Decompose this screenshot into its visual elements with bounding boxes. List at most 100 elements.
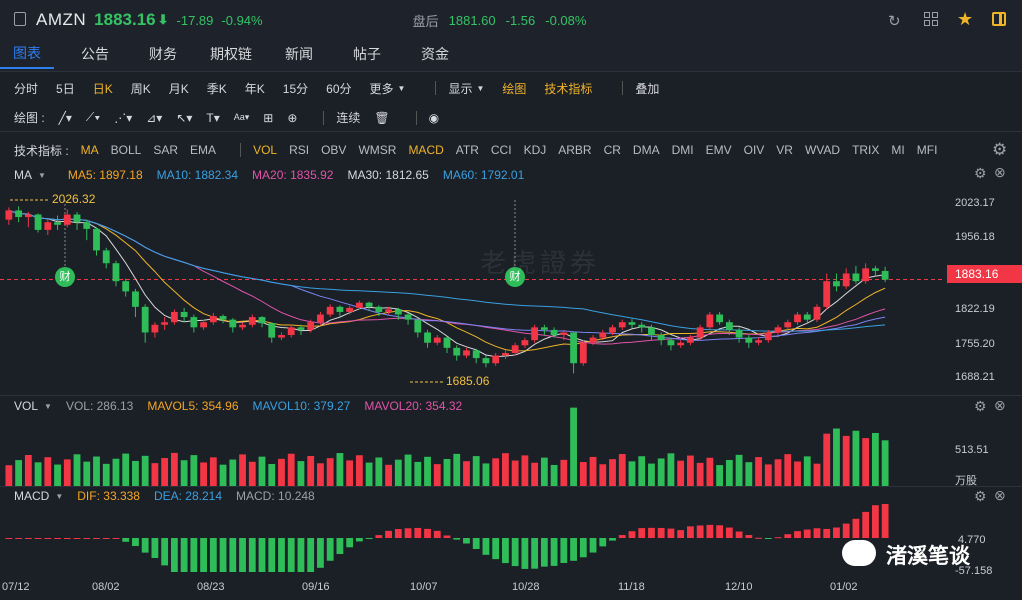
vol-selector[interactable]: VOL bbox=[14, 399, 39, 413]
candle-body bbox=[813, 306, 821, 320]
vol-settings-icon[interactable]: ⚙ bbox=[974, 398, 987, 414]
macd-bar bbox=[589, 538, 597, 553]
indicator-mfi[interactable]: MFI bbox=[916, 143, 938, 157]
indicator-rsi[interactable]: RSI bbox=[289, 143, 310, 157]
indicator-emv[interactable]: EMV bbox=[705, 143, 732, 157]
volume-bar bbox=[443, 459, 451, 486]
macd-bar bbox=[550, 538, 558, 566]
period-60min[interactable]: 60分 bbox=[326, 81, 352, 96]
refresh-icon[interactable]: ↻ bbox=[888, 13, 901, 30]
indicator-mi[interactable]: MI bbox=[891, 143, 905, 157]
favorite-star-icon[interactable]: ★ bbox=[957, 9, 974, 29]
period-weekly[interactable]: 周K bbox=[130, 81, 151, 96]
period-15min[interactable]: 15分 bbox=[282, 81, 309, 96]
volume-bar bbox=[73, 454, 81, 486]
date-axis-label: 08/23 bbox=[197, 581, 225, 593]
sidebar-toggle-icon[interactable] bbox=[14, 12, 26, 26]
wave-tool-icon[interactable]: ⋰▾ bbox=[114, 110, 133, 125]
indicator-sar[interactable]: SAR bbox=[153, 143, 179, 157]
volume-bar bbox=[521, 455, 529, 486]
macd-close-icon[interactable]: ⊗ bbox=[994, 487, 1006, 503]
macd-bar bbox=[278, 538, 285, 572]
indicator-dma[interactable]: DMA bbox=[632, 143, 660, 157]
macd-bar bbox=[268, 538, 276, 572]
indicator-arbr[interactable]: ARBR bbox=[558, 143, 592, 157]
tab-chart[interactable]: 图表 bbox=[0, 43, 54, 69]
macd-bar bbox=[297, 538, 305, 572]
period-more[interactable]: 更多 bbox=[369, 81, 394, 96]
macd-bar bbox=[219, 538, 227, 572]
tab-announcements[interactable]: 公告 bbox=[81, 45, 109, 62]
volume-bar bbox=[268, 463, 276, 486]
macd-bar bbox=[73, 538, 81, 539]
tab-capital[interactable]: 资金 bbox=[421, 45, 449, 62]
panel-toggle-icon[interactable] bbox=[992, 12, 1006, 26]
ma-settings-icon[interactable]: ⚙ bbox=[974, 165, 987, 181]
candle-body bbox=[842, 273, 850, 287]
fib-tool-icon[interactable]: ⊿▾ bbox=[146, 110, 163, 125]
indicator-kdj[interactable]: KDJ bbox=[523, 143, 547, 157]
macd-bar bbox=[852, 518, 860, 538]
indicator-wmsr[interactable]: WMSR bbox=[358, 143, 397, 157]
ma10-value: MA10: 1882.34 bbox=[156, 168, 239, 182]
font-tool-icon[interactable]: Aa▾ bbox=[233, 112, 250, 122]
tab-options[interactable]: 期权链 bbox=[210, 45, 252, 62]
period-quarterly[interactable]: 季K bbox=[206, 81, 227, 96]
macd-bar bbox=[44, 538, 52, 539]
line-tool-icon[interactable]: ╱▾ bbox=[58, 110, 72, 125]
indicator-dmi[interactable]: DMI bbox=[671, 143, 694, 157]
tab-posts[interactable]: 帖子 bbox=[353, 45, 381, 62]
indicator-vr[interactable]: VR bbox=[776, 143, 793, 157]
macd-bar bbox=[463, 538, 470, 544]
indicator-cci[interactable]: CCI bbox=[490, 143, 512, 157]
trend-tool-icon[interactable]: ⟋▾ bbox=[85, 110, 101, 124]
indicator-vol[interactable]: VOL bbox=[253, 143, 278, 157]
text-tool-icon[interactable]: T▾ bbox=[206, 110, 220, 125]
ma-selector[interactable]: MA bbox=[14, 168, 32, 182]
indicator-wvad[interactable]: WVAD bbox=[804, 143, 841, 157]
candle-body bbox=[667, 340, 675, 346]
settings-gear-icon[interactable]: ⚙ bbox=[992, 140, 1008, 159]
period-intraday[interactable]: 分时 bbox=[14, 81, 39, 96]
earnings-badge[interactable]: 财 bbox=[55, 267, 75, 287]
period-daily[interactable]: 日K bbox=[92, 81, 113, 96]
macd-selector[interactable]: MACD bbox=[14, 489, 50, 503]
macd-bar bbox=[54, 538, 61, 539]
indicator-boll[interactable]: BOLL bbox=[110, 143, 142, 157]
volume-bar bbox=[307, 455, 315, 486]
period-monthly[interactable]: 月K bbox=[168, 81, 189, 96]
continuous-toggle[interactable]: 连续 bbox=[336, 111, 361, 125]
indicator-ma[interactable]: MA bbox=[80, 143, 99, 157]
earnings-badge[interactable]: 财 bbox=[505, 267, 525, 287]
tab-financials[interactable]: 财务 bbox=[149, 45, 177, 62]
period-5d[interactable]: 5日 bbox=[56, 81, 75, 96]
draw-button[interactable]: 绘图 bbox=[502, 81, 527, 96]
indicator-cr[interactable]: CR bbox=[603, 143, 621, 157]
mavol20-value: MAVOL20: 354.32 bbox=[364, 399, 463, 413]
indicator-obv[interactable]: OBV bbox=[321, 143, 347, 157]
trash-icon[interactable]: 🗑 bbox=[374, 110, 390, 125]
candle-body bbox=[394, 309, 402, 315]
down-arrow-icon: ⬇ bbox=[157, 12, 169, 27]
macd-bar bbox=[404, 528, 412, 538]
indicator-atr[interactable]: ATR bbox=[455, 143, 479, 157]
indicator-trix[interactable]: TRIX bbox=[852, 143, 880, 157]
vol-close-icon[interactable]: ⊗ bbox=[994, 397, 1006, 413]
measure-tool-icon[interactable]: ⊞ bbox=[263, 110, 274, 125]
indicator-oiv[interactable]: OIV bbox=[743, 143, 765, 157]
eye-icon[interactable]: ◉ bbox=[428, 110, 440, 125]
period-yearly[interactable]: 年K bbox=[244, 81, 265, 96]
indicators-button[interactable]: 技术指标 bbox=[544, 81, 593, 96]
overlay-button[interactable]: 叠加 bbox=[635, 81, 660, 96]
ma-close-icon[interactable]: ⊗ bbox=[994, 164, 1006, 180]
tab-news[interactable]: 新闻 bbox=[285, 45, 313, 62]
macd-bar bbox=[871, 505, 879, 538]
macd-settings-icon[interactable]: ⚙ bbox=[974, 488, 987, 504]
display-menu[interactable]: 显示 bbox=[448, 81, 473, 96]
indicator-macd[interactable]: MACD bbox=[408, 143, 444, 157]
zoom-icon[interactable]: ⊕ bbox=[287, 110, 298, 125]
indicator-ema[interactable]: EMA bbox=[190, 143, 217, 157]
arrow-tool-icon[interactable]: ↖▾ bbox=[176, 110, 193, 125]
price-chart[interactable] bbox=[0, 186, 1022, 580]
grid-icon[interactable] bbox=[924, 12, 938, 26]
